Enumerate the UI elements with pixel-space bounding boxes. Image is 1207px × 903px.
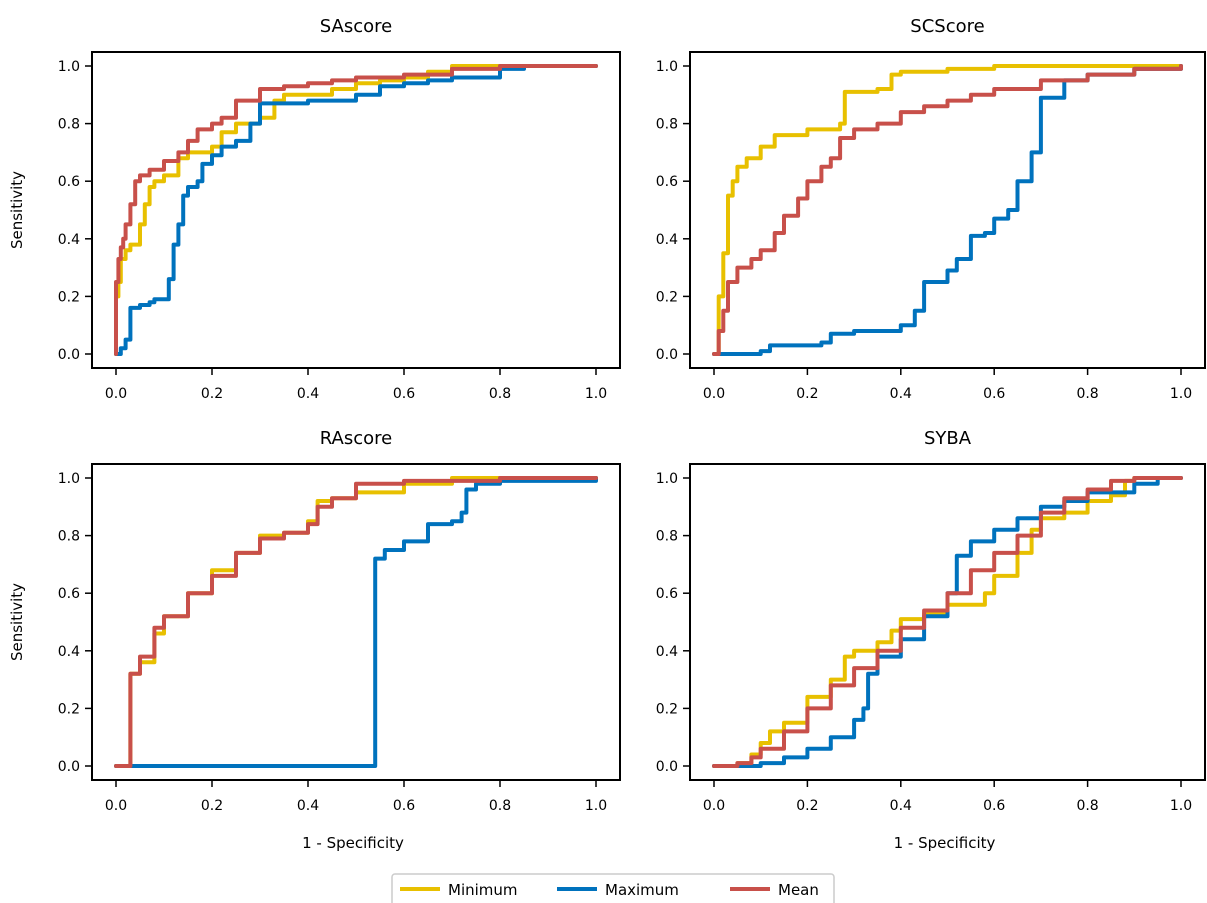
y-tick-label: 0.6 <box>58 174 80 190</box>
y-tick-label: 0.2 <box>58 701 80 717</box>
x-tick-label: 0.8 <box>1076 798 1098 814</box>
x-tick-label: 1.0 <box>1170 386 1192 402</box>
x-tick-label: 0.2 <box>201 798 223 814</box>
y-tick-label: 0.0 <box>58 759 80 775</box>
y-tick-label: 0.6 <box>656 174 678 190</box>
x-tick-label: 0.2 <box>796 798 818 814</box>
y-tick-label: 1.0 <box>58 59 80 75</box>
x-tick-label: 1.0 <box>585 386 607 402</box>
x-axis-label: 1 - Specificity <box>302 834 404 852</box>
legend-label-mean: Mean <box>778 881 819 899</box>
panel-title: SAscore <box>320 16 392 37</box>
plot-frame <box>689 463 1206 781</box>
series-line-maximum <box>712 64 1183 356</box>
x-tick-label: 0.0 <box>703 386 725 402</box>
panel-scscore: SCScore 0.0 0.2 0.4 0.6 0.8 1.0 0.0 0.2 0.4 0.6 0.8… <box>656 16 1206 402</box>
x-tick-label: 0.6 <box>393 386 415 402</box>
panel-sascore: SAscore 0.0 0.2 0.4 0.6 0.8 1.0 0.0 0.2 0.4 0.6 0.8… <box>8 16 621 402</box>
y-tick-label: 0.6 <box>656 586 678 602</box>
x-tick-label: 0.2 <box>796 386 818 402</box>
y-tick-label: 0.8 <box>656 529 678 545</box>
series-line-maximum <box>712 476 1183 768</box>
y-tick-label: 1.0 <box>656 471 678 487</box>
y-tick-label: 0.8 <box>58 529 80 545</box>
x-tick-label: 0.4 <box>890 798 912 814</box>
x-tick-label: 0.4 <box>297 386 319 402</box>
series-line-maximum <box>114 476 598 768</box>
y-tick-label: 1.0 <box>58 471 80 487</box>
y-axis-label: Sensitivity <box>8 171 26 249</box>
y-tick-label: 0.8 <box>58 117 80 133</box>
x-tick-label: 0.4 <box>297 798 319 814</box>
y-tick-label: 0.0 <box>656 347 678 363</box>
series-line-mean <box>114 476 598 768</box>
x-tick-label: 0.6 <box>983 386 1005 402</box>
y-tick-label: 0.2 <box>656 289 678 305</box>
x-tick-label: 0.8 <box>489 798 511 814</box>
x-tick-label: 0.6 <box>983 798 1005 814</box>
y-tick-label: 0.4 <box>58 644 80 660</box>
x-tick-label: 0.0 <box>105 798 127 814</box>
x-tick-label: 0.8 <box>489 386 511 402</box>
panel-title: RAscore <box>320 428 392 449</box>
y-tick-label: 1.0 <box>656 59 678 75</box>
x-tick-label: 0.8 <box>1076 386 1098 402</box>
x-tick-label: 0.0 <box>105 386 127 402</box>
y-tick-label: 0.0 <box>656 759 678 775</box>
y-tick-label: 0.4 <box>656 232 678 248</box>
series-line-minimum <box>712 64 1183 356</box>
series-line-mean <box>114 64 598 356</box>
panel-syba: SYBA 0.0 0.2 0.4 0.6 0.8 1.0 0.0 0.2 0.4 0.6 0.8 1.0… <box>656 428 1206 852</box>
x-tick-label: 1.0 <box>1170 798 1192 814</box>
x-tick-label: 0.6 <box>393 798 415 814</box>
y-axis-label: Sensitivity <box>8 583 26 661</box>
plot-frame <box>91 463 621 781</box>
panel-rascore: RAscore 0.0 0.2 0.4 0.6 0.8 1.0 0.0 0.2 0.4 0.6 0.8… <box>8 428 621 852</box>
legend-label-minimum: Minimum <box>448 881 518 899</box>
x-tick-label: 0.2 <box>201 386 223 402</box>
series-line-minimum <box>114 64 598 356</box>
y-tick-label: 0.8 <box>656 117 678 133</box>
x-axis-label: 1 - Specificity <box>894 834 996 852</box>
legend-label-maximum: Maximum <box>605 881 679 899</box>
x-tick-label: 0.0 <box>703 798 725 814</box>
y-tick-label: 0.2 <box>656 701 678 717</box>
panel-title: SYBA <box>924 428 972 449</box>
y-tick-label: 0.4 <box>58 232 80 248</box>
x-tick-label: 1.0 <box>585 798 607 814</box>
y-tick-label: 0.2 <box>58 289 80 305</box>
y-tick-label: 0.4 <box>656 644 678 660</box>
plot-frame <box>91 51 621 369</box>
series-line-maximum <box>114 64 598 356</box>
legend: Minimum Maximum Mean <box>391 873 835 903</box>
y-tick-label: 0.0 <box>58 347 80 363</box>
series-line-minimum <box>712 476 1183 768</box>
y-tick-label: 0.6 <box>58 586 80 602</box>
series-line-mean <box>712 64 1183 356</box>
series-line-minimum <box>114 476 598 768</box>
panel-title: SCScore <box>910 16 984 37</box>
x-tick-label: 0.4 <box>890 386 912 402</box>
series-line-mean <box>712 476 1183 768</box>
legend-box <box>391 873 835 903</box>
plot-frame <box>689 51 1206 369</box>
